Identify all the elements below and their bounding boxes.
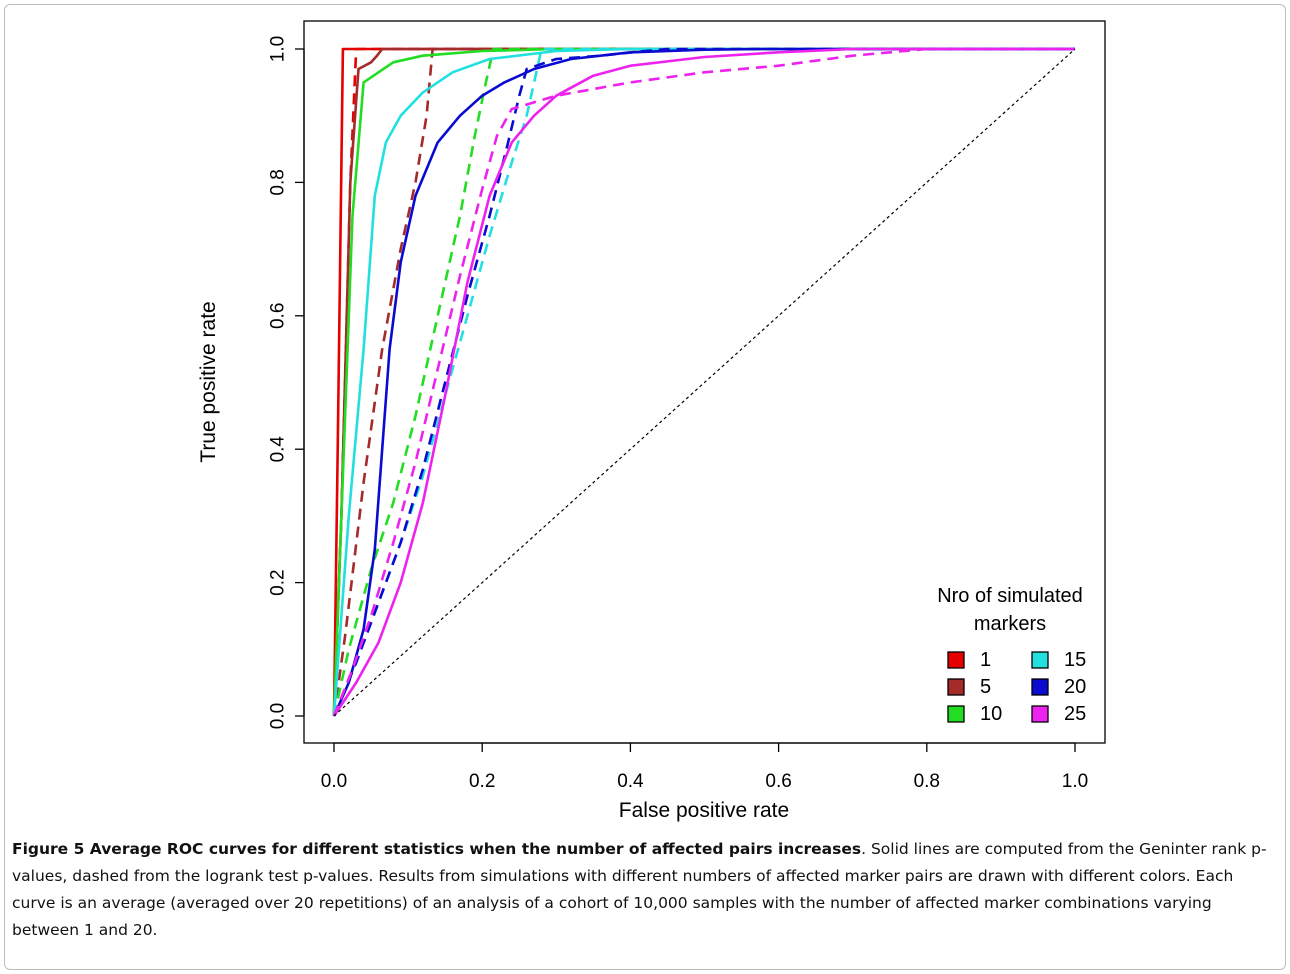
y-tick-label: 1.0 <box>268 36 289 62</box>
y-tick-label: 0.8 <box>268 169 289 195</box>
x-axis-title: False positive rate <box>619 799 789 822</box>
x-tick-label: 0.6 <box>765 771 791 792</box>
x-tick-label: 0.4 <box>617 771 644 792</box>
legend-swatch <box>1031 678 1049 696</box>
legend-label: 1 <box>980 649 991 671</box>
series-layer <box>332 47 1076 717</box>
legend-label: 15 <box>1064 649 1086 671</box>
y-tick-label: 0.4 <box>268 436 289 463</box>
series-line-25-dashed <box>332 47 1075 717</box>
y-axis-title: True positive rate <box>197 301 220 462</box>
caption-title: Figure 5 Average ROC curves for differen… <box>12 840 862 858</box>
y-tick-label: 0.2 <box>268 569 289 595</box>
x-tick-label: 0.2 <box>469 771 495 792</box>
figure-frame <box>4 4 1286 970</box>
x-tick-label: 1.0 <box>1062 771 1088 792</box>
series-line-15-solid <box>332 47 1075 717</box>
legend-label: 20 <box>1064 676 1086 698</box>
y-tick-label: 0.0 <box>268 703 289 729</box>
x-tick-label: 0.8 <box>914 771 940 792</box>
x-tick-label: 0.0 <box>321 771 347 792</box>
legend-swatch <box>947 651 965 669</box>
legend-swatch <box>947 705 965 723</box>
legend-title: markers <box>974 613 1046 635</box>
legend-label: 5 <box>980 676 991 698</box>
legend-swatch <box>947 678 965 696</box>
series-line-20-dashed <box>332 47 1075 717</box>
legend-title: Nro of simulated <box>937 585 1083 607</box>
series-line-5-dashed <box>332 47 1075 717</box>
roc-chart: 0.0 0.2 0.4 0.6 0.8 1.0 0.0 0.2 0.4 0.6 0.8 1.0 Fal… <box>197 20 1106 822</box>
legend-label: 10 <box>980 703 1002 725</box>
caption-body: . Solid lines are computed from the Geni… <box>12 840 1267 939</box>
legend-swatch <box>1031 705 1049 723</box>
figure-caption: Figure 5 Average ROC curves for differen… <box>12 836 1278 944</box>
legend-swatch <box>1031 651 1049 669</box>
legend-label: 25 <box>1064 703 1086 725</box>
diagonal-reference-line <box>333 48 1076 717</box>
series-line-15-dashed <box>332 47 1075 717</box>
axes: 0.0 0.2 0.4 0.6 0.8 1.0 0.0 0.2 0.4 0.6 0.8 1.0 <box>268 36 1089 792</box>
series-line-25-solid <box>332 47 1075 717</box>
y-tick-label: 0.6 <box>268 303 289 329</box>
